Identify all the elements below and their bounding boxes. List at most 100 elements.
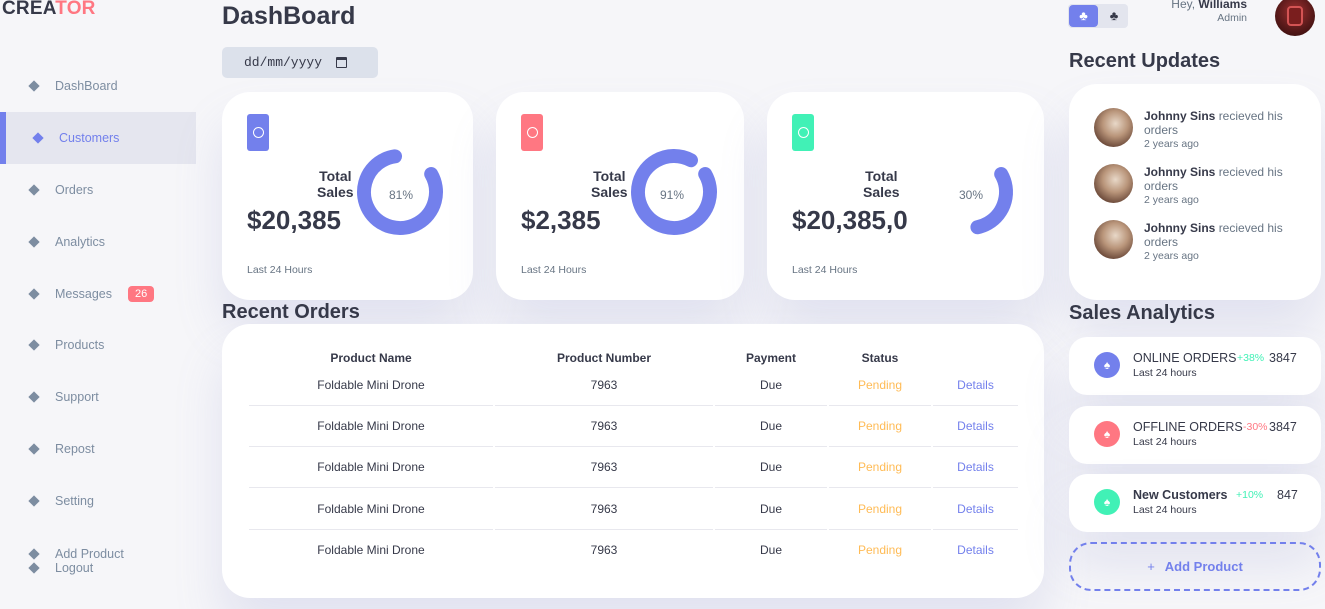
analytics-item-offline-orders: ♠ OFFLINE ORDERS Last 24 hours -30% 3847 (1069, 406, 1321, 464)
card-icon (247, 114, 269, 151)
update-user-name: Johnny Sins (1144, 109, 1216, 123)
diamond-icon (28, 548, 40, 560)
row-divider (495, 529, 713, 530)
cell-product-number: 7963 (590, 419, 618, 433)
spade-icon: ♠ (1094, 352, 1120, 378)
theme-toggle[interactable]: ♣ ♣ (1068, 4, 1128, 28)
sidebar-item-analytics[interactable]: Analytics (0, 217, 196, 267)
analytics-item-sub: Last 24 hours (1133, 436, 1197, 448)
sidebar-item-customers[interactable]: Customers (0, 112, 196, 164)
analytics-item-name: New Customers (1133, 488, 1228, 502)
recent-orders-table: Product Name Product Number Payment Stat… (222, 324, 1044, 598)
cell-payment: Due (759, 502, 782, 516)
sidebar-item-label: Add Product (55, 547, 124, 561)
update-text: Johnny Sins recieved his orders (1144, 165, 1309, 193)
cell-status: Pending (857, 378, 903, 392)
dark-mode-button[interactable]: ♣ (1109, 8, 1119, 23)
light-mode-button[interactable]: ♣ (1069, 5, 1098, 27)
sidebar-item-products[interactable]: Products (0, 320, 196, 370)
recent-orders-title: Recent Orders (222, 301, 360, 323)
table-row: Foldable Mini Drone 7963 Due Pending Details (249, 543, 1018, 584)
row-divider (933, 487, 1018, 488)
row-divider (715, 529, 827, 530)
sidebar-item-dashboard[interactable]: DashBoard (0, 61, 196, 111)
messages-count-badge: 26 (127, 286, 155, 302)
sidebar-item-messages[interactable]: Messages 26 (0, 269, 196, 319)
diamond-icon (28, 391, 40, 403)
details-link[interactable]: Details (957, 543, 994, 557)
card-label-line-2: Sales (317, 184, 354, 200)
date-placeholder: dd/mm/yyyy (244, 55, 323, 70)
column-header-product-name: Product Name (330, 351, 412, 365)
update-user-name: Johnny Sins (1144, 165, 1216, 179)
sidebar-item-add-product[interactable]: Add Product (28, 547, 196, 561)
sales-card: Total Sales $2,385 91% Last 24 Hours (496, 92, 744, 300)
spade-icon: ♠ (1094, 489, 1120, 515)
row-divider (933, 529, 1018, 530)
diamond-icon (28, 80, 40, 92)
sidebar-item-label: Products (55, 338, 105, 352)
progress-donut (357, 149, 443, 235)
recent-updates-title: Recent Updates (1069, 50, 1221, 72)
row-divider (829, 405, 931, 406)
card-label: Total Sales (317, 168, 354, 200)
update-time: 2 years ago (1144, 194, 1199, 206)
sidebar-item-label: Analytics (55, 235, 106, 249)
analytics-item-change: +10% (1236, 489, 1264, 501)
row-divider (829, 446, 931, 447)
diamond-icon (28, 236, 40, 248)
user-greeting: Hey, Williams (1171, 0, 1247, 11)
analytics-item-change: +38% (1237, 352, 1265, 364)
diamond-icon (28, 288, 40, 300)
card-footer: Last 24 Hours (247, 264, 313, 276)
analytics-item-name: OFFLINE ORDERS (1133, 420, 1243, 434)
analytics-item-online-orders: ♠ ONLINE ORDERS Last 24 hours +38% 3847 (1069, 337, 1321, 395)
row-divider (829, 487, 931, 488)
cell-product-number: 7963 (590, 502, 618, 516)
update-message: recieved his orders (1144, 221, 1283, 249)
sidebar-item-logout[interactable]: Logout (28, 561, 196, 575)
details-link[interactable]: Details (957, 502, 994, 516)
avatar-image-detail (1287, 6, 1303, 26)
sidebar-item-orders[interactable]: Orders (0, 165, 196, 215)
logo-part-2: TOR (55, 0, 96, 19)
progress-donut (927, 149, 1013, 235)
sidebar-item-repost[interactable]: Repost (0, 424, 196, 474)
column-header-payment: Payment (745, 351, 797, 365)
circle-icon (526, 127, 538, 138)
sidebar-item-support[interactable]: Support (0, 372, 196, 422)
cell-product-number: 7963 (590, 378, 618, 392)
cell-product-number: 7963 (590, 543, 618, 557)
table-row: Foldable Mini Drone 7963 Due Pending Details (249, 419, 1018, 460)
sidebar-item-label: Orders (55, 183, 94, 197)
card-value: $2,385 (521, 205, 601, 235)
details-link[interactable]: Details (957, 460, 994, 474)
card-footer: Last 24 Hours (792, 264, 858, 276)
calendar-icon[interactable] (336, 57, 348, 68)
card-value: $20,385 (247, 205, 341, 235)
update-user-name: Johnny Sins (1144, 221, 1216, 235)
row-divider (249, 529, 493, 530)
update-text: Johnny Sins recieved his orders (1144, 221, 1309, 249)
cell-payment: Due (759, 378, 782, 392)
details-link[interactable]: Details (957, 419, 994, 433)
card-percent: 81% (389, 188, 414, 202)
logo-part-1: CREA (2, 0, 56, 19)
add-product-button[interactable]: + Add Product (1069, 542, 1321, 591)
card-percent: 91% (660, 188, 685, 202)
row-divider (715, 405, 827, 406)
diamond-icon (28, 339, 40, 351)
diamond-icon (28, 443, 40, 455)
diamond-icon (28, 184, 40, 196)
analytics-item-value: 3847 (1269, 420, 1297, 434)
sidebar-item-setting[interactable]: Setting (0, 476, 196, 526)
analytics-item-value: 847 (1277, 488, 1298, 502)
row-divider (249, 446, 493, 447)
details-link[interactable]: Details (957, 378, 994, 392)
sidebar-item-label: Logout (55, 561, 94, 575)
analytics-item-sub: Last 24 hours (1133, 504, 1197, 516)
card-label-line-2: Sales (591, 184, 628, 200)
profile-avatar[interactable] (1275, 0, 1315, 36)
user-name: Williams (1198, 0, 1247, 11)
date-input[interactable]: dd/mm/yyyy (222, 47, 378, 78)
